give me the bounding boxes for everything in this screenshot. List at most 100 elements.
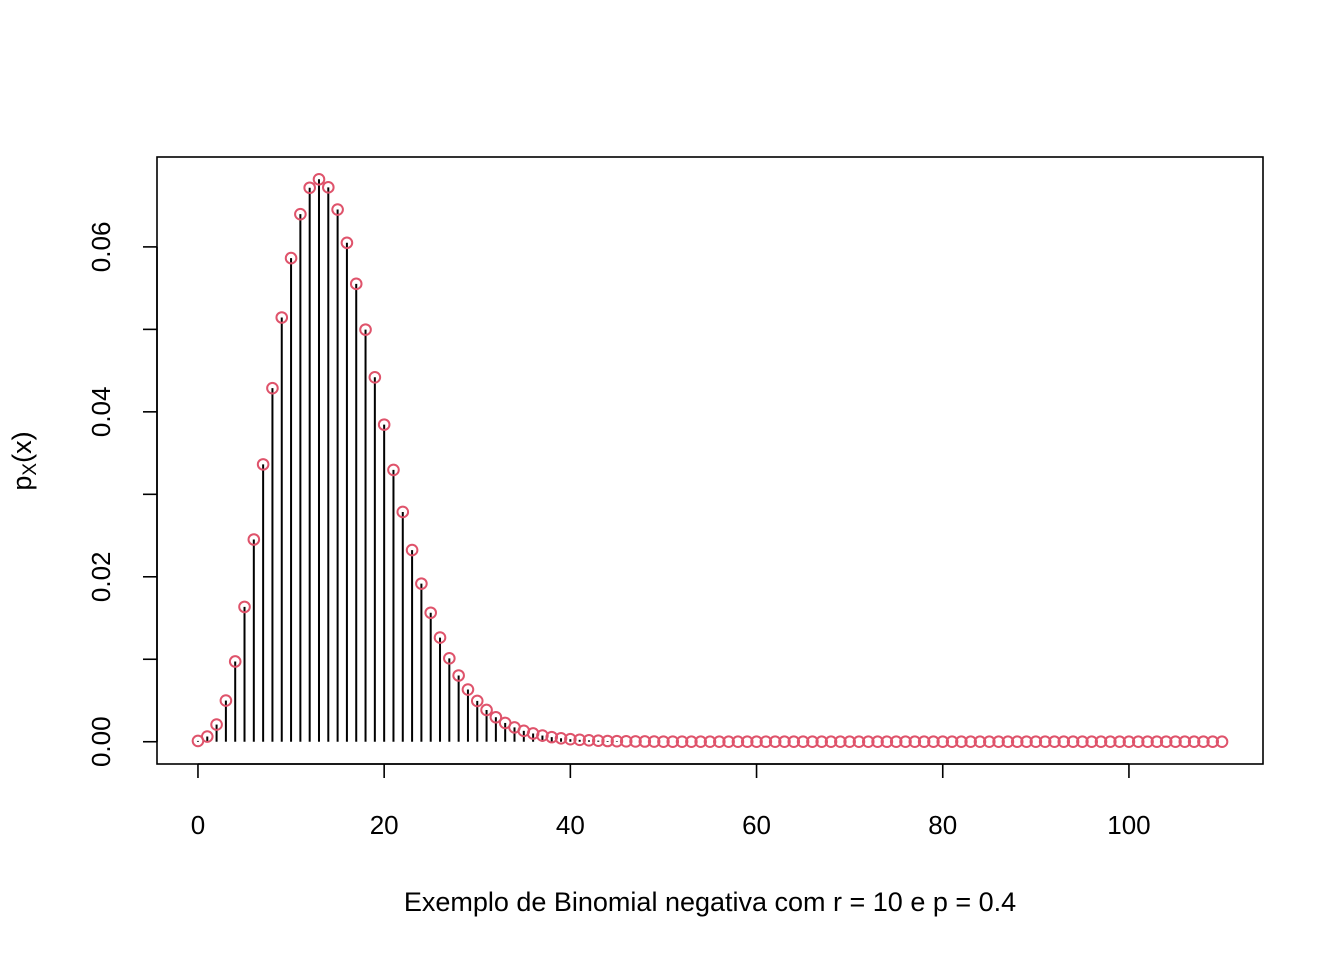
data-point: [480, 703, 493, 717]
data-point: [759, 735, 773, 749]
y-axis-label-tail: (x): [7, 431, 37, 462]
data-point: [536, 729, 549, 742]
data-point: [294, 207, 307, 221]
data-point: [275, 311, 289, 324]
data-point: [731, 735, 745, 749]
data-point: [489, 710, 503, 724]
data-point: [368, 370, 382, 384]
data-point: [657, 735, 670, 748]
data-point: [750, 735, 763, 749]
data-point: [387, 463, 400, 477]
data-point: [554, 731, 568, 745]
data-point: [713, 735, 726, 749]
data-point: [377, 418, 391, 431]
data-point: [964, 735, 977, 749]
data-point: [405, 543, 419, 557]
plot-box: [156, 156, 1264, 765]
data-point: [470, 694, 484, 708]
x-tick-label: 0: [191, 810, 205, 840]
data-point: [247, 533, 261, 546]
data-point: [880, 735, 894, 749]
data-point: [1104, 735, 1117, 749]
data-point: [1085, 735, 1099, 749]
data-point: [936, 735, 950, 749]
data-point: [852, 735, 866, 749]
x-axis-label: Exemplo de Binomial negativa com r = 10 …: [404, 887, 1016, 917]
data-point: [834, 735, 847, 749]
data-point: [955, 735, 968, 749]
data-point: [545, 730, 559, 744]
x-tick-label: 60: [742, 810, 771, 840]
data-point: [740, 735, 754, 749]
y-axis: 0.00 0.02 0.04 0.06: [86, 222, 158, 767]
data-point: [312, 172, 326, 186]
data-point: [1057, 735, 1071, 749]
data-point: [564, 732, 577, 746]
x-tick-label: 100: [1107, 810, 1150, 840]
y-tick-label: 0.02: [86, 551, 116, 602]
data-point: [228, 655, 242, 668]
x-tick-label: 40: [556, 810, 585, 840]
data-point: [1001, 735, 1015, 749]
x-tick-label: 20: [370, 810, 399, 840]
data-point: [685, 735, 698, 749]
data-point: [982, 735, 996, 749]
data-point: [703, 735, 717, 749]
data-point: [433, 631, 447, 644]
stems: [196, 179, 618, 742]
data-point: [1141, 735, 1154, 749]
data-point: [210, 718, 223, 731]
data-point: [889, 735, 903, 749]
data-point: [340, 236, 354, 250]
data-point: [629, 735, 642, 748]
data-point: [917, 735, 931, 749]
data-point: [1010, 735, 1024, 749]
data-point: [601, 734, 614, 748]
data-point: [1169, 735, 1182, 749]
data-point: [973, 735, 987, 749]
data-point: [1066, 735, 1080, 749]
data-point: [1048, 735, 1061, 749]
data-point: [1159, 735, 1173, 749]
data-point: [1187, 735, 1201, 749]
data-point: [787, 735, 801, 749]
data-point: [796, 735, 810, 749]
data-point: [1197, 735, 1210, 749]
data-point: [927, 735, 940, 749]
data-point: [1178, 735, 1192, 749]
data-point: [591, 734, 605, 747]
data-point: [619, 735, 633, 748]
data-point: [461, 683, 475, 696]
data-point: [666, 735, 680, 748]
data-point: [1215, 735, 1229, 749]
data-point: [675, 735, 689, 748]
data-point: [452, 669, 465, 682]
data-point: [1113, 735, 1126, 749]
data-point: [815, 735, 829, 749]
data-point: [694, 735, 707, 749]
data-point: [396, 505, 410, 519]
data-point: [1131, 735, 1145, 749]
data-point: [415, 577, 428, 590]
data-point: [824, 735, 838, 749]
data-point: [1029, 735, 1043, 749]
data-point: [256, 458, 270, 471]
x-tick-label: 80: [928, 810, 957, 840]
data-point: [331, 203, 344, 216]
data-point: [992, 735, 1005, 749]
points: [191, 172, 1229, 749]
y-tick-label: 0.06: [86, 222, 116, 273]
data-point: [871, 735, 884, 749]
data-point: [1122, 735, 1136, 749]
data-point: [610, 734, 624, 748]
data-point: [219, 694, 233, 707]
data-point: [359, 323, 372, 336]
data-point: [1020, 735, 1033, 749]
x-axis: 0 20 40 60 80 100: [191, 763, 1151, 840]
data-point: [1038, 735, 1052, 749]
data-point: [861, 735, 875, 749]
data-point: [1094, 735, 1108, 749]
data-point: [303, 181, 316, 195]
data-point: [1150, 735, 1164, 749]
